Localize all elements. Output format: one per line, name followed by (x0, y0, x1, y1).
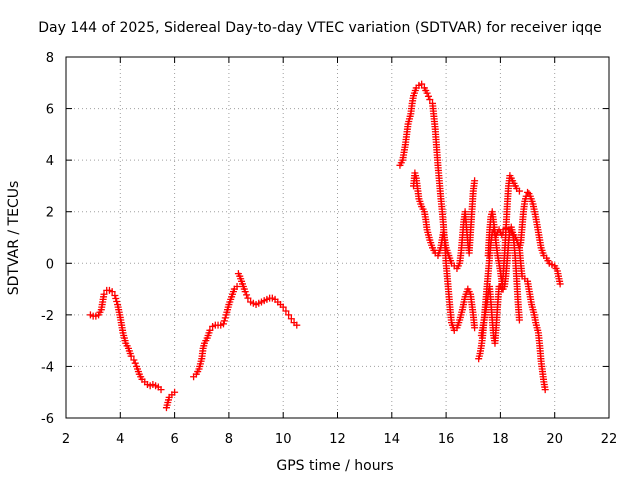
data-point (424, 92, 432, 100)
y-axis-label: SDTVAR / TECUs (6, 181, 22, 296)
data-point (499, 228, 507, 236)
y-tick-label: 0 (46, 257, 54, 272)
data-point (221, 314, 229, 322)
x-tick-label: 4 (116, 432, 124, 447)
data-point (233, 282, 241, 290)
chart-title: Day 144 of 2025, Sidereal Day-to-day VTE… (38, 20, 602, 36)
axes (65, 56, 610, 419)
data-point (241, 288, 249, 296)
x-tick-label: 18 (492, 432, 509, 447)
data-point (471, 324, 479, 332)
series-segment-9 (484, 188, 564, 288)
y-tick-label: -4 (41, 360, 54, 375)
data-point (113, 298, 121, 306)
series-segment-6 (410, 169, 479, 272)
data-point (287, 315, 295, 323)
tick-labels: 2 4 6 8 10 12 14 16 18 20 22 -6 -4 -2 0 2 4 6 8 (41, 51, 617, 447)
data-point (157, 386, 165, 394)
data-point (206, 326, 214, 334)
x-tick-label: 2 (62, 432, 70, 447)
data-point (127, 352, 135, 360)
data-point (219, 320, 227, 328)
data-point (243, 291, 251, 299)
data-point (111, 292, 119, 300)
data-point (541, 386, 549, 394)
series-segment-3 (190, 282, 241, 381)
data-point (112, 295, 120, 303)
data-point (171, 388, 179, 396)
data-point (130, 356, 138, 364)
data-point (108, 288, 116, 296)
x-tick-label: 12 (329, 432, 346, 447)
data-point (279, 303, 287, 311)
grid (66, 57, 609, 418)
y-tick-label: -6 (41, 412, 54, 427)
series-segment-5 (396, 80, 479, 334)
data-point (244, 294, 252, 302)
x-tick-label: 6 (170, 432, 178, 447)
data-point (282, 307, 290, 315)
x-axis-label: GPS time / hours (276, 458, 393, 474)
data-point (515, 316, 523, 324)
y-tick-label: 2 (46, 206, 54, 221)
data-point (285, 311, 293, 319)
data-point (131, 359, 139, 367)
data-point (556, 280, 564, 288)
y-tick-label: -2 (41, 309, 54, 324)
series-segment-8 (477, 172, 523, 347)
y-tick-label: 4 (46, 154, 54, 169)
data-point (515, 187, 523, 195)
series-segment-2 (162, 388, 179, 412)
data-points (86, 80, 564, 412)
data-point (423, 89, 431, 97)
x-tick-label: 14 (384, 432, 401, 447)
x-tick-label: 20 (546, 432, 563, 447)
data-point (418, 80, 426, 88)
x-tick-label: 10 (275, 432, 292, 447)
data-point (293, 321, 301, 329)
data-point (100, 290, 108, 298)
series-segment-4 (234, 270, 301, 329)
data-point (220, 317, 228, 325)
data-point (524, 188, 532, 196)
data-point (471, 177, 479, 185)
series-segment-10 (515, 244, 549, 394)
series-segment-1 (86, 286, 165, 394)
y-tick-label: 6 (46, 103, 54, 118)
y-tick-label: 8 (46, 51, 54, 66)
x-tick-label: 8 (225, 432, 233, 447)
x-tick-label: 22 (601, 432, 618, 447)
x-tick-label: 16 (438, 432, 455, 447)
data-point (426, 96, 434, 104)
